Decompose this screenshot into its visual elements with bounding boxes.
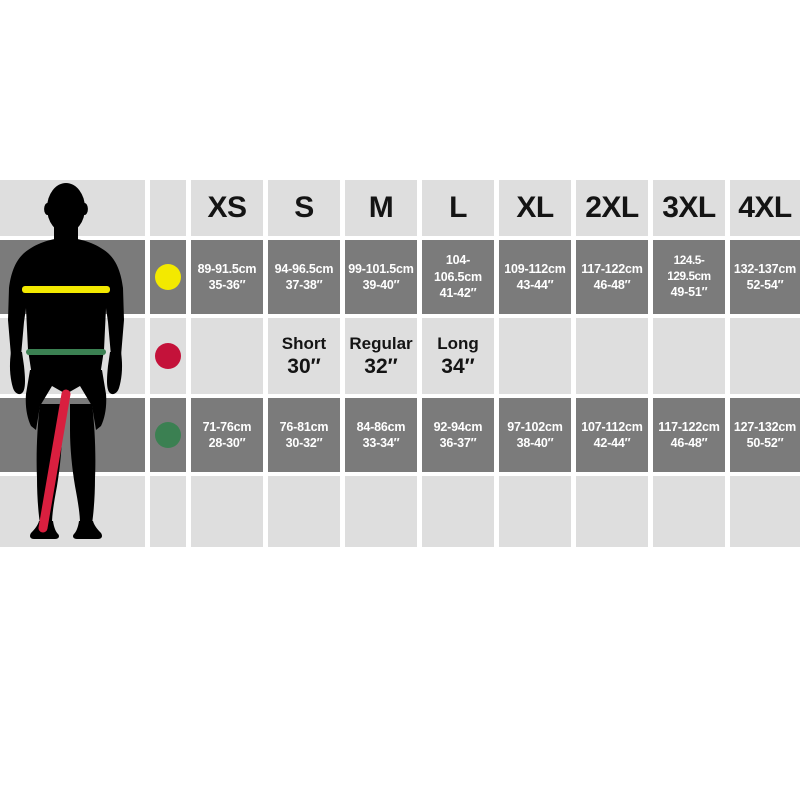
waist-inch-4xl: 50-52″ [746, 436, 784, 450]
waist-cell-l: 92-94cm 36-37″ [422, 398, 494, 472]
column-divider-legend [186, 180, 191, 547]
chest-cell-xl: 109-112cm 43-44″ [499, 240, 571, 314]
waist-inch-s: 30-32″ [285, 436, 323, 450]
waist-dot-icon [155, 422, 181, 448]
chest-cell-l: 104-106.5cm 41-42″ [422, 240, 494, 314]
column-divider-l [494, 180, 499, 547]
inseam-length-l: 34″ [441, 355, 475, 379]
size-header-4xl: 4XL [738, 191, 792, 224]
size-header-s: S [294, 191, 314, 224]
inseam-dot-icon [155, 343, 181, 369]
size-header-xs: XS [207, 191, 247, 224]
inseam-cell-s: Short 30″ [268, 318, 340, 394]
waist-cm-xl: 97-102cm [507, 419, 563, 434]
chest-cell-xs: 89-91.5cm 35-36″ [191, 240, 263, 314]
waist-cell-3xl: 117-122cm 46-48″ [653, 398, 725, 472]
chest-cm-3xl: 124.5-129.5cm [667, 253, 711, 283]
header-row-background [0, 180, 800, 240]
row-divider-3 [0, 394, 800, 398]
waist-cell-2xl: 107-112cm 42-44″ [576, 398, 648, 472]
chest-inch-3xl: 49-51″ [670, 285, 708, 300]
chest-row-background [0, 240, 800, 318]
waist-cell-s: 76-81cm 30-32″ [268, 398, 340, 472]
inseam-cell-4xl [730, 318, 800, 394]
size-header-2xl: 2XL [585, 191, 639, 224]
waist-inch-l: 36-37″ [439, 436, 477, 450]
legend-chest-cell [150, 240, 186, 314]
chest-cell-3xl: 124.5-129.5cm 49-51″ [653, 240, 725, 314]
chest-cm-xl: 109-112cm [504, 261, 566, 276]
chest-cell-m: 99-101.5cm 39-40″ [345, 240, 417, 314]
waist-cell-4xl: 127-132cm 50-52″ [730, 398, 800, 472]
waist-cm-m: 84-86cm [356, 419, 406, 434]
inseam-cell-l: Long 34″ [422, 318, 494, 394]
chest-cell-s: 94-96.5cm 37-38″ [268, 240, 340, 314]
column-divider-2xl [648, 180, 653, 547]
inseam-length-s: 30″ [287, 355, 321, 379]
column-divider-s [340, 180, 345, 547]
waist-inch-m: 33-34″ [362, 436, 400, 450]
legend-waist-cell [150, 398, 186, 472]
inseam-label-s: Short [281, 333, 327, 353]
chest-inch-l: 41-42″ [439, 286, 477, 301]
waist-cm-2xl: 107-112cm [581, 419, 643, 434]
waist-cm-s: 76-81cm [279, 419, 329, 434]
chest-cm-m: 99-101.5cm [348, 261, 414, 276]
chest-inch-xs: 35-36″ [208, 278, 246, 292]
size-header-m: M [368, 191, 394, 224]
size-header-xl: XL [516, 191, 554, 224]
chest-cm-xs: 89-91.5cm [197, 261, 257, 276]
size-header-3xl: 3XL [662, 191, 716, 224]
waist-cell-xs: 71-76cm 28-30″ [191, 398, 263, 472]
chest-cm-4xl: 132-137cm [733, 261, 797, 276]
inseam-cell-xs [191, 318, 263, 394]
chest-inch-4xl: 52-54″ [746, 278, 784, 292]
inseam-length-m: 32″ [364, 355, 398, 379]
column-divider-figure [145, 180, 150, 547]
chest-cm-s: 94-96.5cm [274, 261, 334, 276]
waist-cm-l: 92-94cm [433, 419, 483, 434]
waist-inch-xs: 28-30″ [208, 436, 246, 450]
footer-row-background [0, 476, 800, 547]
waist-cm-3xl: 117-122cm [658, 419, 720, 434]
inseam-cell-3xl [653, 318, 725, 394]
inseam-cell-2xl [576, 318, 648, 394]
column-divider-3xl [725, 180, 730, 547]
inseam-label-l: Long [437, 333, 479, 353]
chest-inch-xl: 43-44″ [516, 278, 554, 292]
column-divider-m [417, 180, 422, 547]
row-divider-1 [0, 236, 800, 240]
chest-cm-2xl: 117-122cm [581, 261, 643, 276]
row-divider-4 [0, 472, 800, 476]
row-divider-2 [0, 314, 800, 318]
chest-cell-4xl: 132-137cm 52-54″ [730, 240, 800, 314]
inseam-cell-m: Regular 32″ [345, 318, 417, 394]
column-divider-xs [263, 180, 268, 547]
waist-cm-4xl: 127-132cm [733, 419, 797, 434]
chest-inch-m: 39-40″ [362, 278, 400, 292]
inseam-cell-xl [499, 318, 571, 394]
waist-inch-xl: 38-40″ [516, 436, 554, 450]
legend-inseam-cell [150, 318, 186, 394]
chest-dot-icon [155, 264, 181, 290]
chest-cm-l: 104-106.5cm [434, 253, 482, 284]
waist-inch-2xl: 42-44″ [593, 436, 631, 450]
inseam-row-background [0, 318, 800, 398]
inseam-label-m: Regular [349, 333, 413, 353]
waist-inch-3xl: 46-48″ [670, 436, 708, 450]
size-header-l: L [449, 191, 467, 224]
waist-cell-xl: 97-102cm 38-40″ [499, 398, 571, 472]
waist-row-background [0, 398, 800, 476]
column-divider-xl [571, 180, 576, 547]
waist-cell-m: 84-86cm 33-34″ [345, 398, 417, 472]
size-chart-grid: XS S M L XL 2XL 3XL 4XL 89-91.5cm 35-36″… [0, 180, 800, 547]
chest-inch-s: 37-38″ [285, 278, 323, 292]
chest-inch-2xl: 46-48″ [593, 278, 631, 292]
waist-cm-xs: 71-76cm [202, 419, 252, 434]
chest-cell-2xl: 117-122cm 46-48″ [576, 240, 648, 314]
